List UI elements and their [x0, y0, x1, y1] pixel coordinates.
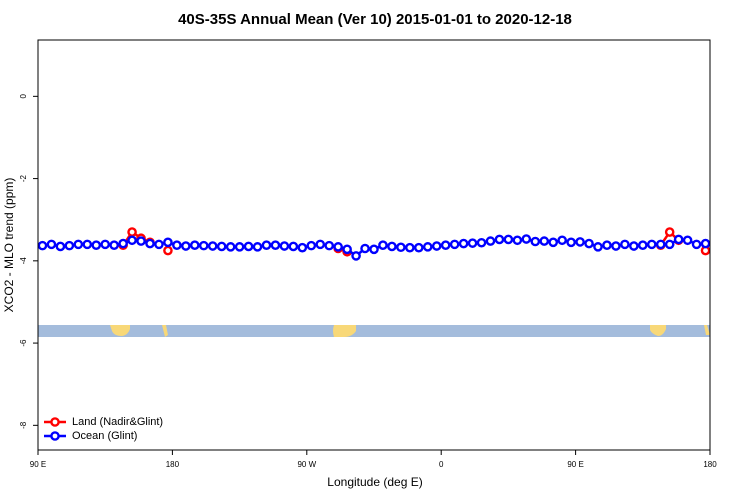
x-tick-label: 90 E [567, 460, 583, 469]
data-point [548, 237, 559, 248]
data-point [279, 241, 290, 251]
x-axis-label: Longitude (deg E) [327, 475, 422, 489]
data-point [539, 236, 550, 246]
data-point [593, 242, 603, 252]
data-point [530, 236, 541, 247]
y-axis-label: XCO2 - MLO trend (ppm) [2, 178, 16, 313]
x-tick-label: 90 W [297, 460, 316, 469]
data-point [360, 243, 370, 254]
data-point [297, 242, 308, 253]
data-point [127, 227, 137, 237]
y-tick-label: -2 [19, 174, 28, 182]
data-point [611, 241, 621, 251]
data-point [342, 244, 352, 255]
data-point [82, 239, 93, 250]
data-point [207, 241, 218, 251]
data-point [252, 242, 263, 252]
data-point [324, 240, 335, 251]
data-point [503, 234, 514, 245]
data-point [405, 242, 415, 253]
y-tick-label: -8 [19, 421, 28, 429]
data-point [163, 245, 173, 256]
data-point [620, 239, 630, 250]
data-point [154, 239, 164, 250]
data-point [700, 238, 711, 249]
data-point [584, 238, 594, 249]
data-point [118, 238, 128, 249]
data-point [37, 240, 48, 251]
data-point [494, 234, 505, 245]
data-point [234, 242, 245, 252]
data-point [629, 241, 639, 251]
data-point [55, 241, 66, 252]
data-point [315, 239, 326, 250]
data-point [422, 242, 433, 252]
y-tick-label: 0 [19, 94, 28, 99]
data-point [521, 234, 532, 244]
data-point [46, 239, 57, 250]
x-tick-label: 180 [166, 460, 180, 469]
data-point [306, 240, 317, 251]
data-point [431, 241, 442, 251]
data-point [557, 235, 567, 246]
data-point [198, 240, 209, 251]
data-point [163, 237, 173, 248]
data-point [512, 235, 523, 246]
data-point [333, 242, 343, 252]
data-point [682, 235, 693, 246]
data-point [602, 240, 612, 251]
data-point [467, 238, 478, 248]
y-tick-label: -4 [19, 257, 28, 265]
data-point [216, 241, 227, 252]
data-point [127, 235, 137, 246]
y-tick-label: -6 [19, 339, 28, 347]
legend-marker [50, 417, 60, 427]
plot-frame [37, 39, 711, 451]
data-point [136, 236, 146, 246]
data-point [449, 239, 460, 250]
data-point [225, 242, 236, 252]
data-point [664, 227, 675, 237]
x-tick-label: 90 E [30, 460, 46, 469]
data-point [440, 240, 451, 251]
data-point [396, 242, 406, 253]
data-point [145, 238, 155, 249]
data-point [664, 239, 675, 250]
data-point [655, 239, 666, 250]
data-point [261, 240, 272, 251]
data-point [646, 239, 657, 250]
legend-label: Ocean (Glint) [72, 430, 137, 442]
chart-title: 40S-35S Annual Mean (Ver 10) 2015-01-01 … [178, 11, 572, 28]
data-point [189, 240, 200, 251]
data-point [288, 241, 299, 252]
data-point [351, 251, 361, 261]
data-point [181, 241, 191, 251]
x-tick-label: 180 [703, 460, 717, 469]
data-point [566, 237, 576, 248]
legend-label: Land (Nadir&Glint) [72, 416, 163, 428]
data-point [458, 238, 469, 249]
data-point [172, 240, 182, 251]
data-point [243, 241, 254, 252]
data-point [109, 240, 119, 251]
map-strip [38, 325, 710, 337]
data-point [673, 234, 684, 245]
data-point [64, 240, 75, 251]
data-point [691, 239, 702, 250]
data-point [485, 236, 496, 246]
legend-marker [50, 431, 60, 441]
data-point [369, 244, 379, 255]
data-point [413, 242, 424, 253]
x-tick-label: 0 [439, 460, 444, 469]
data-point [387, 241, 397, 252]
data-point [91, 240, 102, 251]
data-point [270, 240, 281, 251]
data-point [575, 237, 585, 247]
data-point [378, 240, 388, 251]
data-point [476, 237, 487, 248]
data-point [100, 239, 110, 250]
data-point [638, 240, 648, 251]
data-point [73, 239, 84, 250]
